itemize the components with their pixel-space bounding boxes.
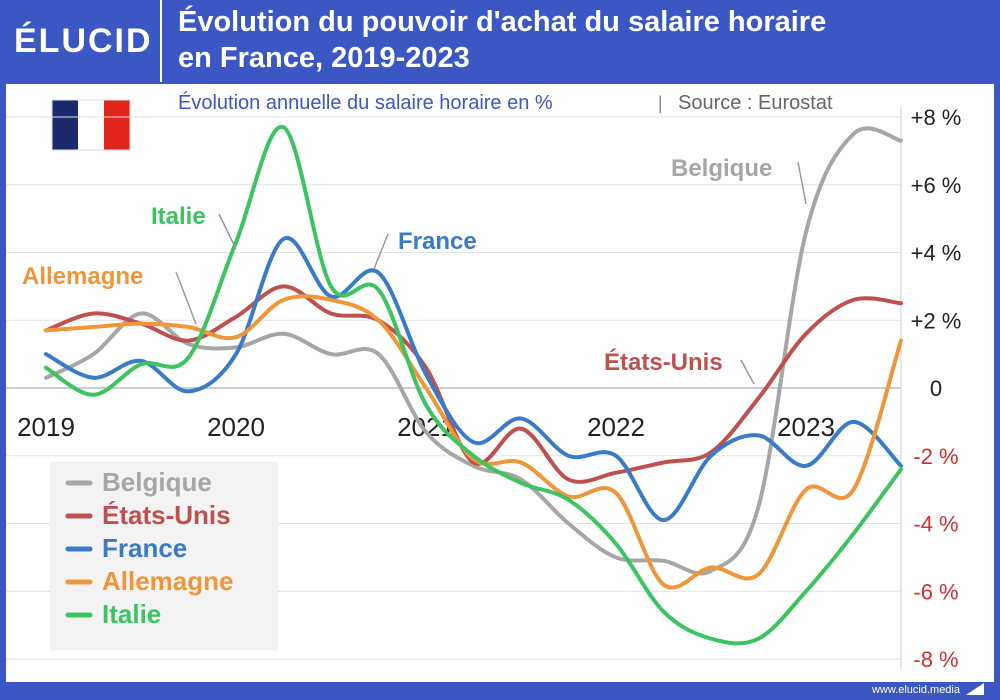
legend-label: Italie bbox=[102, 599, 161, 629]
legend-background bbox=[50, 462, 278, 650]
series-annotation-label: Italie bbox=[151, 203, 206, 230]
footer-url[interactable]: www.elucid.media bbox=[871, 684, 960, 696]
x-tick-label: 2020 bbox=[207, 412, 265, 442]
series-annotation-label: États-Unis bbox=[604, 348, 723, 376]
y-tick-label: +4 % bbox=[911, 241, 962, 266]
y-tick-label: -4 % bbox=[913, 512, 958, 537]
series-annotation-label: Belgique bbox=[671, 155, 772, 182]
y-tick-label: 0 bbox=[930, 376, 942, 401]
flag-border bbox=[51, 99, 131, 151]
header-divider bbox=[160, 0, 162, 82]
series-line-Italie bbox=[44, 125, 903, 646]
x-tick-label: 2023 bbox=[777, 412, 835, 442]
series-annotation-label: France bbox=[398, 228, 477, 255]
annotation-leader bbox=[218, 213, 237, 250]
series-annotation-label: Allemagne bbox=[22, 263, 143, 290]
y-tick-label: -8 % bbox=[913, 647, 958, 672]
annotation-leader bbox=[175, 271, 197, 325]
brand-logo[interactable]: ÉLUCID bbox=[14, 22, 153, 60]
y-axis: +8 % +6 % +4 % +2 % 0 -2 % -4 % -6 % -8 % bbox=[911, 105, 962, 672]
series-annotations: Italie France Allemagne Belgique États-Unis bbox=[22, 155, 807, 385]
chart-title-line-2: en France, 2019-2023 bbox=[178, 42, 470, 74]
y-tick-label: -6 % bbox=[913, 579, 958, 604]
header-bar: ÉLUCID Évolution du pouvoir d'achat du s… bbox=[0, 0, 1000, 82]
flag-stripe bbox=[78, 100, 104, 150]
french-flag-icon bbox=[51, 99, 131, 151]
legend-label: Allemagne bbox=[102, 566, 234, 596]
series-line-France bbox=[44, 236, 903, 523]
y-tick-label: -2 % bbox=[913, 444, 958, 469]
y-tick-label: +2 % bbox=[911, 308, 962, 333]
chart-title-line-1: Évolution du pouvoir d'achat du salaire … bbox=[178, 6, 827, 38]
x-tick-label: 2019 bbox=[17, 412, 75, 442]
flag-stripe bbox=[52, 100, 78, 150]
series-lines bbox=[44, 125, 903, 646]
legend-label: Belgique bbox=[102, 467, 212, 497]
series-line-États-Unis bbox=[44, 284, 903, 484]
chart-title: Évolution du pouvoir d'achat du salaire … bbox=[178, 4, 988, 76]
x-axis: 2019 2020 2021 2022 2023 bbox=[17, 412, 835, 442]
y-tick-label: +8 % bbox=[911, 105, 962, 130]
y-tick-label: +6 % bbox=[911, 173, 962, 198]
legend-box bbox=[50, 462, 278, 650]
x-tick-label: 2022 bbox=[587, 412, 645, 442]
legend-label: États-Unis bbox=[102, 500, 231, 530]
chart-subtitle: Évolution annuelle du salaire horaire en… bbox=[178, 91, 553, 114]
line-chart: Évolution annuelle du salaire horaire en… bbox=[6, 91, 962, 672]
annotation-leader bbox=[797, 161, 807, 205]
chart-source: Source : Eurostat bbox=[678, 92, 833, 114]
legend-label: France bbox=[102, 533, 187, 563]
chart-panel: Évolution annuelle du salaire horaire en… bbox=[6, 84, 994, 682]
annotation-leader bbox=[740, 359, 755, 385]
flag-stripe bbox=[104, 100, 130, 150]
annotation-leader bbox=[373, 233, 389, 270]
brand-mark-icon bbox=[966, 683, 984, 695]
subtitle-separator: | bbox=[658, 93, 663, 113]
